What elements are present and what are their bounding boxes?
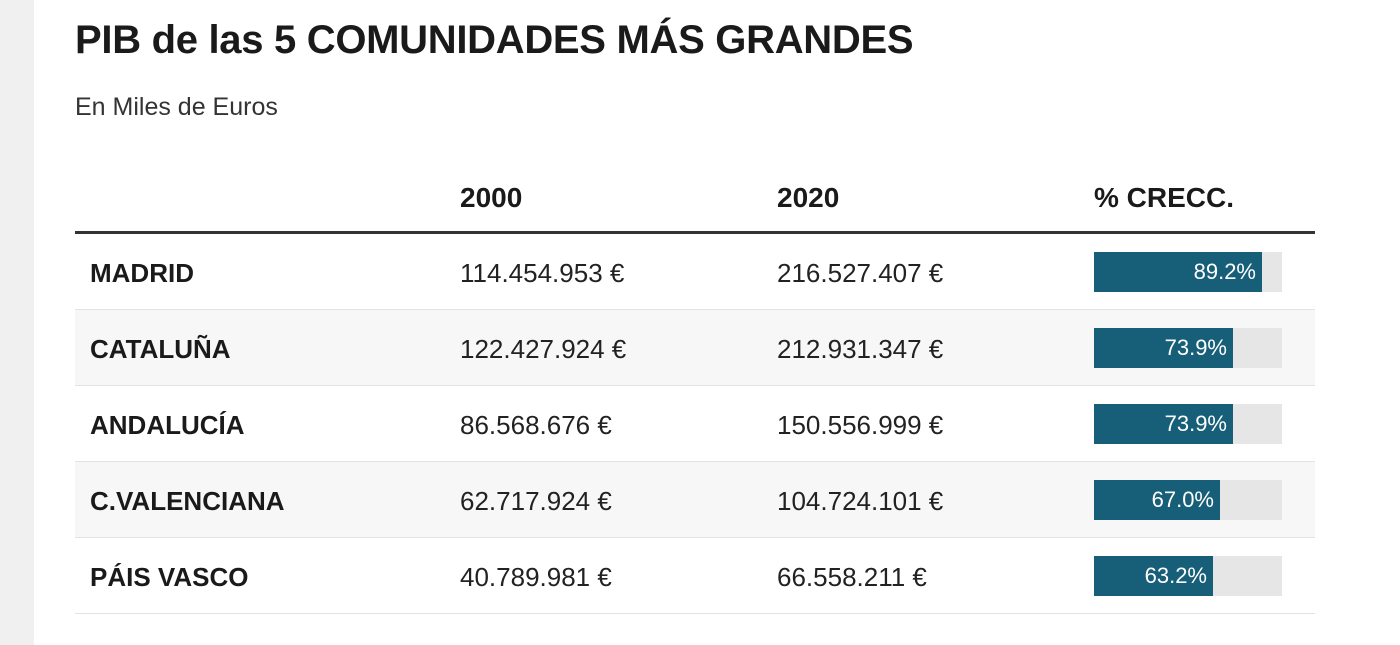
value-2000: 114.454.953 € bbox=[460, 258, 625, 288]
value-2020: 212.931.347 € bbox=[777, 334, 944, 364]
growth-bar-track: 89.2% bbox=[1094, 252, 1282, 292]
row-name: ANDALUCÍA bbox=[90, 410, 245, 440]
left-gutter bbox=[0, 0, 34, 645]
table-row: MADRID 114.454.953 € 216.527.407 € 89.2% bbox=[75, 234, 1315, 310]
growth-label: 73.9% bbox=[1164, 335, 1227, 360]
table-row: PÁIS VASCO 40.789.981 € 66.558.211 € 63.2% bbox=[75, 538, 1315, 614]
row-name: CATALUÑA bbox=[90, 334, 231, 364]
growth-bar bbox=[1094, 480, 1220, 520]
growth-bar-track: 73.9% bbox=[1094, 404, 1282, 444]
chart-title: PIB de las 5 COMUNIDADES MÁS GRANDES bbox=[75, 18, 914, 62]
value-2000: 122.427.924 € bbox=[460, 334, 627, 364]
growth-bar bbox=[1094, 404, 1233, 444]
value-2020: 66.558.211 € bbox=[777, 562, 927, 592]
growth-label: 63.2% bbox=[1144, 563, 1207, 588]
column-header-growth: % CRECC. bbox=[1094, 182, 1235, 213]
value-2020: 104.724.101 € bbox=[777, 486, 944, 516]
growth-bar-track: 63.2% bbox=[1094, 556, 1282, 596]
table-header: 2000 2020 % CRECC. bbox=[75, 160, 1315, 234]
table-row: C.VALENCIANA 62.717.924 € 104.724.101 € 67.… bbox=[75, 462, 1315, 538]
growth-bar bbox=[1094, 252, 1262, 292]
value-2020: 216.527.407 € bbox=[777, 258, 944, 288]
growth-bar-track: 73.9% bbox=[1094, 328, 1282, 368]
data-table: 2000 2020 % CRECC. MADRID 114.454.953 € 21… bbox=[75, 160, 1315, 614]
row-name: MADRID bbox=[90, 258, 194, 288]
growth-bar-track: 67.0% bbox=[1094, 480, 1282, 520]
chart-subtitle: En Miles de Euros bbox=[75, 93, 278, 121]
column-header-2000: 2000 bbox=[460, 182, 523, 213]
value-2000: 40.789.981 € bbox=[460, 562, 612, 592]
table-row: ANDALUCÍA 86.568.676 € 150.556.999 € 73.9% bbox=[75, 386, 1315, 462]
table-body: MADRID 114.454.953 € 216.527.407 € 89.2% CAT… bbox=[75, 234, 1315, 614]
row-name: C.VALENCIANA bbox=[90, 486, 285, 516]
column-header-2020: 2020 bbox=[777, 182, 840, 213]
growth-bar bbox=[1094, 328, 1233, 368]
value-2020: 150.556.999 € bbox=[777, 410, 944, 440]
row-name: PÁIS VASCO bbox=[90, 562, 249, 592]
growth-label: 67.0% bbox=[1151, 487, 1214, 512]
table-row: CATALUÑA 122.427.924 € 212.931.347 € 73.9% bbox=[75, 310, 1315, 386]
growth-label: 73.9% bbox=[1164, 411, 1227, 436]
value-2000: 86.568.676 € bbox=[460, 410, 612, 440]
growth-bar bbox=[1094, 556, 1213, 596]
value-2000: 62.717.924 € bbox=[460, 486, 612, 516]
growth-label: 89.2% bbox=[1193, 259, 1256, 284]
